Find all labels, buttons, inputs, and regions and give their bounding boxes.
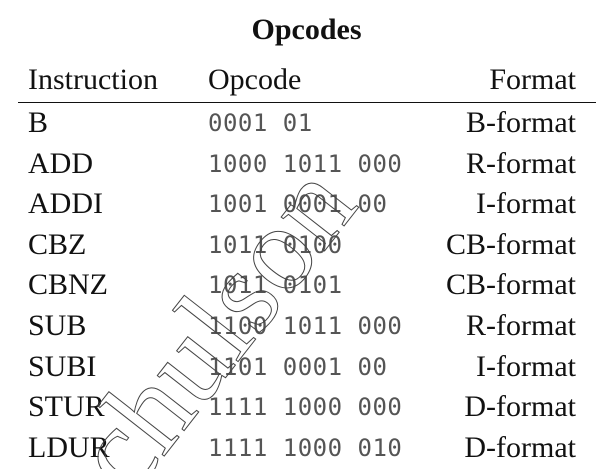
opcode-cell: 1011 0101 bbox=[208, 271, 343, 300]
table-row: CBNZ 1011 0101 CB-format bbox=[18, 265, 596, 306]
opcode-cell: 1011 0100 bbox=[208, 230, 343, 259]
opcode-cell: 1000 1011 000 bbox=[208, 149, 403, 178]
column-header-format: Format bbox=[489, 63, 576, 96]
opcode-table: Instruction Opcode Format B 0001 01 B-fo… bbox=[18, 58, 596, 468]
column-header-opcode: Opcode bbox=[208, 63, 302, 96]
opcode-cell: 0001 01 bbox=[208, 109, 313, 137]
instruction-cell: LDUR bbox=[28, 430, 110, 464]
table-row: CBZ 1011 0100 CB-format bbox=[18, 225, 596, 266]
instruction-cell: B bbox=[28, 106, 49, 139]
table-row: LDUR 1111 1000 010 D-format bbox=[18, 428, 596, 469]
instruction-cell: CBZ bbox=[28, 227, 87, 261]
instruction-cell: CBNZ bbox=[28, 268, 109, 302]
table-row: SUBI 1101 0001 00 I-format bbox=[18, 347, 596, 388]
format-cell: I-format bbox=[476, 187, 576, 221]
instruction-cell: ADDI bbox=[28, 187, 103, 221]
format-cell: D-format bbox=[464, 430, 576, 464]
format-cell: I-format bbox=[476, 349, 576, 383]
instruction-cell: STUR bbox=[28, 390, 105, 424]
table-row: STUR 1111 1000 000 D-format bbox=[18, 387, 596, 428]
column-header-instruction: Instruction bbox=[28, 63, 158, 96]
instruction-cell: SUBI bbox=[28, 349, 97, 383]
format-cell: CB-format bbox=[446, 268, 576, 302]
table-row: ADDI 1001 0001 00 I-format bbox=[18, 184, 596, 225]
opcode-cell: 1101 0001 00 bbox=[208, 352, 388, 381]
page-title: Opcodes bbox=[251, 13, 362, 46]
format-cell: D-format bbox=[464, 390, 576, 424]
table-row: ADD 1000 1011 000 R-format bbox=[18, 144, 596, 185]
table-row: SUB 1100 1011 000 R-format bbox=[18, 306, 596, 347]
format-cell: R-format bbox=[466, 308, 576, 342]
format-cell: B-format bbox=[466, 106, 576, 139]
format-cell: CB-format bbox=[446, 227, 576, 261]
opcode-cell: 1001 0001 00 bbox=[208, 190, 388, 219]
table-header: Instruction Opcode Format bbox=[18, 58, 596, 103]
opcode-cell: 1111 1000 000 bbox=[208, 393, 403, 422]
instruction-cell: ADD bbox=[28, 146, 93, 180]
instruction-cell: SUB bbox=[28, 308, 87, 342]
table-row: B 0001 01 B-format bbox=[18, 103, 596, 144]
opcode-cell: 1100 1011 000 bbox=[208, 311, 403, 340]
format-cell: R-format bbox=[466, 146, 576, 180]
opcode-cell: 1111 1000 010 bbox=[208, 433, 403, 462]
